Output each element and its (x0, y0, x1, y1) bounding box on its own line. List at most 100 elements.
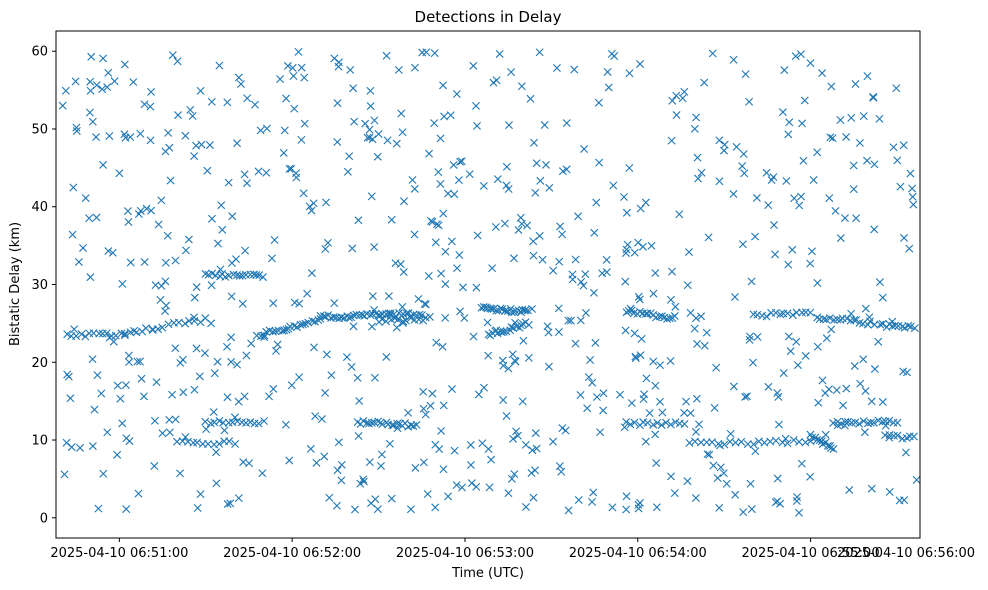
data-point (457, 157, 466, 166)
data-point (562, 119, 571, 128)
data-point (354, 216, 363, 225)
data-point (225, 437, 234, 446)
data-point (557, 467, 566, 476)
data-point (227, 333, 236, 342)
data-point (355, 396, 364, 405)
data-point (466, 440, 475, 449)
data-point (387, 494, 396, 503)
data-point (847, 309, 856, 318)
data-point (833, 417, 842, 426)
data-point (92, 133, 101, 142)
data-point (212, 479, 221, 488)
data-point (321, 388, 330, 397)
data-point (591, 338, 600, 347)
data-point (651, 430, 660, 439)
data-point (774, 420, 783, 429)
data-point (420, 299, 429, 308)
data-point (147, 87, 156, 96)
data-point (729, 190, 738, 199)
data-point (586, 356, 595, 364)
data-point (521, 502, 530, 511)
data-point (885, 487, 894, 496)
data-point (452, 90, 461, 98)
data-point (66, 394, 75, 403)
data-point (855, 419, 864, 428)
data-point (393, 424, 402, 433)
data-point (729, 382, 738, 391)
data-point (739, 150, 748, 159)
data-point (499, 395, 508, 404)
data-point (430, 119, 439, 128)
data-point (797, 192, 806, 201)
data-point (908, 184, 917, 193)
data-point (909, 432, 918, 441)
data-point (431, 238, 440, 247)
data-point (292, 323, 301, 332)
data-point (813, 279, 822, 288)
data-point (223, 342, 232, 351)
data-point (201, 417, 210, 426)
data-point (252, 270, 261, 279)
data-point (885, 416, 894, 425)
data-point (190, 313, 199, 322)
y-axis: 0 10 20 30 40 50 60 (31, 45, 56, 526)
data-point (258, 469, 267, 478)
data-point (829, 315, 838, 324)
data-point (202, 425, 211, 434)
data-point (280, 326, 289, 335)
data-point (710, 403, 719, 412)
data-point (649, 289, 658, 298)
data-point (538, 255, 547, 264)
data-point (731, 490, 740, 499)
data-point (579, 281, 588, 290)
data-point (692, 113, 701, 122)
data-point (793, 361, 802, 370)
data-point (493, 175, 502, 184)
data-point (450, 190, 459, 199)
data-point (806, 259, 815, 268)
x-tick-label: 2025-04-10 06:52:00 (223, 546, 361, 561)
data-point (785, 118, 794, 127)
data-point (892, 84, 901, 93)
data-point (885, 433, 894, 442)
data-point (466, 461, 475, 469)
data-point (528, 446, 537, 455)
data-point (622, 417, 631, 426)
data-point (773, 474, 782, 483)
data-point (345, 313, 353, 322)
data-point (893, 418, 902, 427)
data-point (558, 230, 567, 239)
data-point (531, 188, 540, 197)
data-point (631, 352, 640, 361)
data-point (458, 483, 467, 492)
data-point (434, 168, 443, 177)
data-point (867, 484, 876, 493)
data-point (745, 97, 754, 106)
data-point (649, 357, 658, 366)
data-point (899, 141, 908, 150)
data-point (190, 152, 199, 161)
data-point (780, 66, 789, 75)
data-point (363, 133, 372, 142)
data-point (410, 230, 419, 239)
data-point (700, 341, 709, 350)
data-point (749, 440, 758, 449)
data-point (228, 418, 237, 427)
data-point (863, 72, 872, 81)
data-point (782, 176, 791, 185)
data-point (715, 503, 724, 512)
data-point (891, 321, 900, 330)
data-point (449, 160, 458, 169)
data-point (581, 308, 590, 317)
data-point (196, 86, 205, 95)
data-point (544, 362, 553, 371)
data-point (549, 437, 558, 446)
data-point (404, 408, 413, 417)
data-point (696, 438, 705, 447)
data-point (130, 326, 139, 335)
data-point (374, 130, 383, 139)
data-point (779, 369, 788, 378)
data-point (489, 78, 498, 87)
data-point (366, 102, 375, 111)
data-point (512, 427, 521, 436)
